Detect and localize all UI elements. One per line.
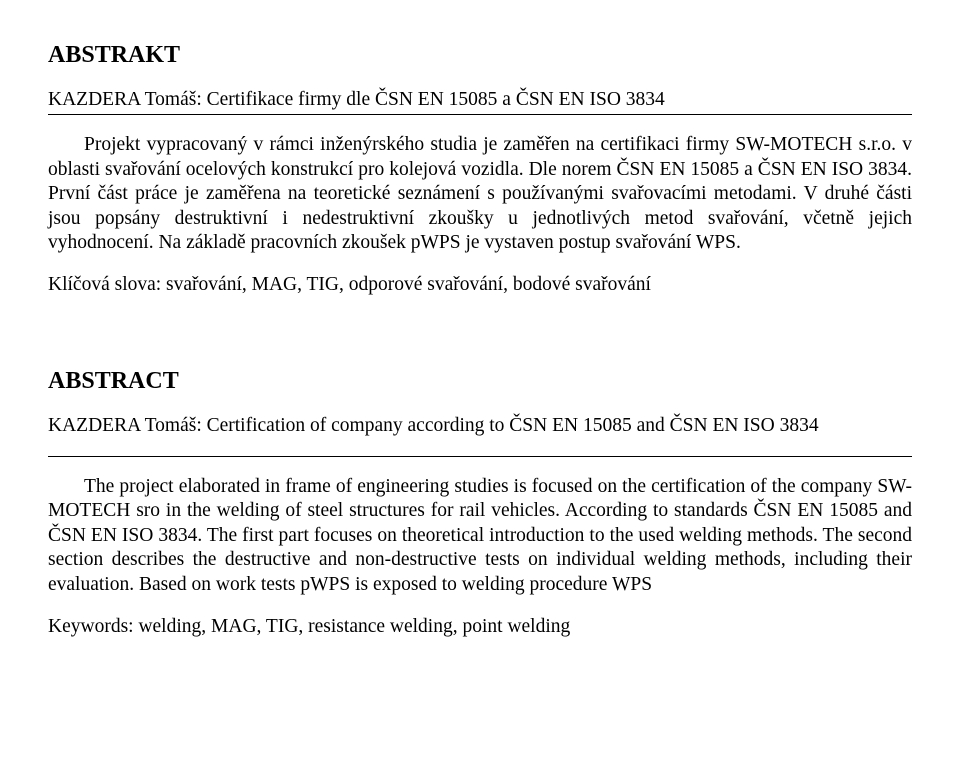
abstract-keywords: Keywords: welding, MAG, TIG, resistance … (48, 615, 912, 639)
abstract-heading: ABSTRACT (48, 366, 912, 396)
abstrakt-keywords: Klíčová slova: svařování, MAG, TIG, odpo… (48, 273, 912, 297)
abstrakt-body: Projekt vypracovaný v rámci inženýrského… (48, 133, 912, 255)
abstrakt-heading: ABSTRAKT (48, 40, 912, 70)
abstrakt-subtitle: KAZDERA Tomáš: Certifikace firmy dle ČSN… (48, 88, 912, 112)
abstract-subtitle: KAZDERA Tomáš: Certification of company … (48, 414, 912, 438)
abstract-divider (48, 456, 912, 457)
abstrakt-divider (48, 114, 912, 115)
abstract-body: The project elaborated in frame of engin… (48, 475, 912, 597)
